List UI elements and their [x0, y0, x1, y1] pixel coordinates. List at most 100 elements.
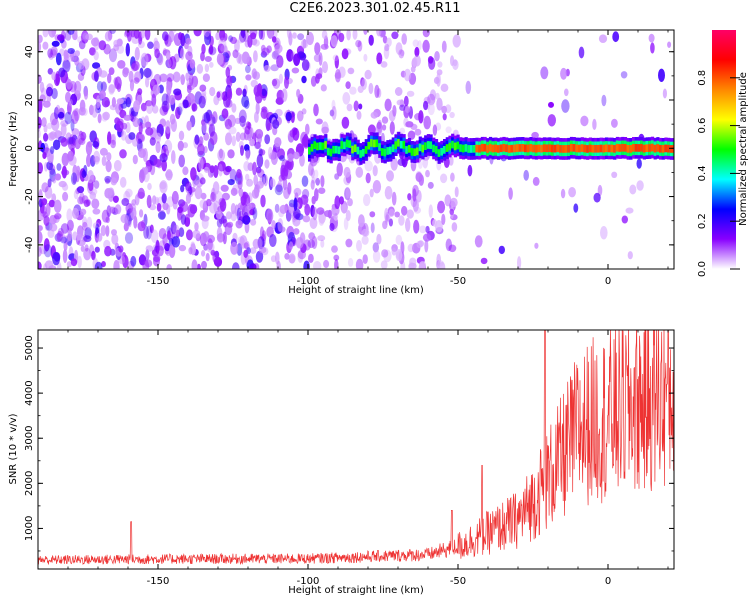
x-tick-label: -100: [297, 276, 320, 287]
spectrogram-noise-cell: [198, 136, 204, 146]
spectrogram-noise-cell: [405, 121, 414, 128]
spectrogram-noise-cell: [161, 100, 170, 113]
spectrogram-noise-cell: [425, 169, 430, 178]
spectrogram-noise-cell: [324, 210, 332, 218]
spectrogram-noise-cell: [364, 160, 373, 172]
spectrogram-noise-cell: [627, 251, 633, 260]
spectrogram-signal-cell: [518, 144, 522, 152]
spectrogram-noise-cell: [315, 118, 323, 125]
spectrogram-noise-cell: [161, 145, 167, 160]
spectrogram-noise-cell: [170, 221, 177, 235]
spectrogram-noise-cell: [107, 131, 112, 145]
spectrogram-signal-cell: [445, 144, 449, 152]
spectrogram-noise-cell: [411, 57, 418, 67]
spectrogram-noise-cell: [120, 214, 129, 224]
spectrogram-noise-cell: [301, 75, 307, 84]
spectrogram-signal-cell: [308, 146, 312, 155]
spectrogram-noise-cell: [191, 103, 198, 112]
spectrogram-signal-cell: [424, 142, 428, 150]
spectrogram-noise-cell: [450, 172, 455, 182]
spectrogram-noise-cell: [200, 51, 205, 62]
spectrogram-signal-cell: [534, 144, 538, 153]
spectrogram-noise-cell: [189, 59, 196, 69]
spectrogram-signal-cell: [437, 149, 441, 157]
spectrogram-noise-cell: [92, 141, 99, 148]
spectrogram-noise-cell: [161, 93, 169, 106]
spectrogram-noise-cell: [356, 110, 362, 120]
spectrogram-noise-cell: [72, 164, 78, 179]
spectrogram-noise-cell: [407, 130, 416, 140]
spectrogram-noise-cell: [116, 44, 125, 54]
spectrogram-noise-cell: [52, 139, 61, 151]
spectrogram-noise-cell: [60, 120, 69, 127]
spectrogram-noise-cell: [229, 168, 237, 182]
spectrogram-noise-cell: [355, 39, 362, 48]
spectrogram-noise-cell: [63, 240, 68, 252]
spectrogram-noise-cell: [60, 236, 68, 244]
spectrogram-signal-cell: [461, 144, 466, 153]
spectrogram-noise-cell: [38, 225, 43, 232]
spectrogram-signal-cell: [389, 146, 393, 155]
spectrogram-noise-cell: [94, 261, 103, 269]
spectrogram-noise-cell: [414, 221, 420, 230]
spectrogram-noise-cell: [67, 30, 75, 35]
spectrogram-signal-cell: [542, 144, 547, 152]
spectrogram-noise-cell: [73, 190, 79, 200]
spectrogram-noise-cell: [313, 261, 322, 269]
spectrogram-noise-cell: [320, 175, 325, 188]
spectrogram-noise-cell: [320, 43, 329, 50]
spectrogram-signal-cell: [402, 141, 406, 149]
spectrogram-noise-cell: [240, 145, 244, 156]
spectrogram-noise-cell: [51, 71, 57, 81]
spectrogram-noise-cell: [573, 203, 579, 213]
spectrogram-noise-cell: [370, 222, 375, 234]
spectrogram-noise-cell: [145, 249, 150, 261]
spectrogram-noise-cell: [255, 166, 262, 174]
spectrogram-noise-cell: [318, 187, 326, 194]
spectrogram-noise-cell: [322, 61, 328, 74]
spectrogram-noise-cell: [178, 227, 185, 238]
spectrogram-noise-cell: [194, 134, 200, 145]
spectrogram-noise-cell: [274, 203, 280, 213]
spectrogram-noise-cell: [212, 251, 220, 264]
spectrogram-noise-cell: [376, 233, 382, 245]
spectrogram-noise-cell: [648, 33, 655, 43]
spectrogram-noise-cell: [107, 73, 112, 84]
spectrogram-noise-cell: [222, 231, 227, 245]
spectrogram-noise-cell: [369, 188, 374, 198]
spectrogram-noise-cell: [264, 159, 270, 169]
spectrogram-noise-cell: [295, 237, 304, 249]
spectrogram-noise-cell: [185, 192, 192, 204]
spectrogram-noise-cell: [201, 43, 206, 55]
spectrogram-noise-cell: [441, 40, 447, 53]
spectrogram-noise-cell: [287, 153, 294, 162]
spectrogram-noise-cell: [403, 68, 412, 82]
spectrogram-noise-cell: [414, 46, 420, 57]
spectrogram-noise-cell: [540, 66, 549, 80]
spectrogram-noise-cell: [225, 132, 232, 146]
spectrogram-noise-cell: [598, 34, 608, 43]
spectrogram-noise-cell: [306, 31, 314, 46]
spectrogram-signal-cell: [529, 144, 533, 152]
spectrogram-noise-cell: [113, 160, 122, 172]
spectrogram-noise-cell: [436, 69, 443, 76]
spectrogram-noise-cell: [120, 130, 127, 141]
spectrogram-noise-cell: [185, 72, 190, 81]
spectrogram-noise-cell: [43, 215, 50, 227]
spectrogram-x-ticks: -150 -100 -50 0: [37, 30, 669, 287]
spectrogram-signal-cell: [572, 144, 576, 152]
spectrogram-noise-cell: [318, 214, 325, 226]
spectrogram-noise-cell: [172, 224, 180, 237]
spectrogram-noise-cell: [78, 107, 86, 116]
spectrogram-noise-cell: [236, 207, 241, 221]
spectrogram-noise-cell: [125, 43, 130, 57]
spectrogram-noise-cell: [444, 194, 452, 207]
spectrogram-noise-cell: [625, 207, 634, 214]
spectrogram-noise-cell: [269, 234, 277, 247]
spectrogram-noise-cell: [186, 92, 195, 103]
spectrogram-noise-cell: [125, 203, 133, 214]
spectrogram-noise-cell: [84, 244, 89, 252]
spectrogram-noise-cell: [39, 81, 45, 93]
spectrogram-signal-cell: [351, 145, 355, 154]
spectrogram-noise-cell: [92, 62, 101, 69]
